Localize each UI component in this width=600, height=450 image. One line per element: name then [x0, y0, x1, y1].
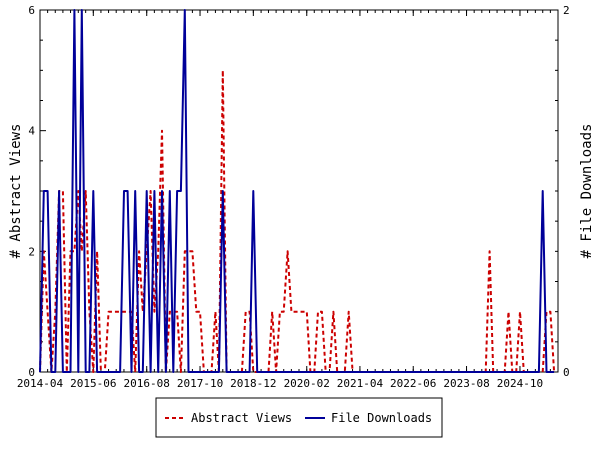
y-right-axis-title: # File Downloads — [579, 124, 595, 259]
x-tick-label: 2020-02 — [284, 377, 330, 390]
x-tick-label: 2015-06 — [70, 377, 116, 390]
x-tick-label: 2022-06 — [390, 377, 436, 390]
x-tick-label: 2017-10 — [177, 377, 223, 390]
legend-abstract-views-label: Abstract Views — [191, 411, 292, 425]
y-right-tick-labels: 02 — [563, 4, 570, 379]
y-left-tick-label: 4 — [28, 125, 35, 138]
x-tick-labels: 2014-04 2015-06 2016-08 2017-10 2018-12 2020-… — [17, 377, 543, 390]
series-line-file-downloads — [39, 9, 555, 373]
x-tick-label: 2018-12 — [230, 377, 276, 390]
legend-box — [155, 397, 443, 438]
x-tick-label: 2023-08 — [443, 377, 489, 390]
y-left-axis-title: # Abstract Views — [8, 124, 24, 259]
x-tick-label: 2024-10 — [497, 377, 543, 390]
x-tick-label: 2021-04 — [337, 377, 384, 390]
x-tick-label: 2014-04 — [17, 377, 64, 390]
plot-frame — [39, 9, 559, 373]
legend-file-downloads-label: File Downloads — [331, 411, 432, 425]
y-right-tick-label: 2 — [563, 4, 570, 17]
series-layer — [39, 9, 556, 373]
legend: Abstract Views File Downloads — [155, 397, 443, 438]
y-left-tick-labels: 0 2 4 6 — [28, 4, 35, 379]
x-tick-label: 2016-08 — [124, 377, 170, 390]
y-left-tick-label: 6 — [28, 4, 35, 17]
y-left-tick-label: 2 — [28, 245, 35, 258]
y-right-tick-label: 0 — [563, 366, 570, 379]
y-left-tick-label: 0 — [28, 366, 35, 379]
